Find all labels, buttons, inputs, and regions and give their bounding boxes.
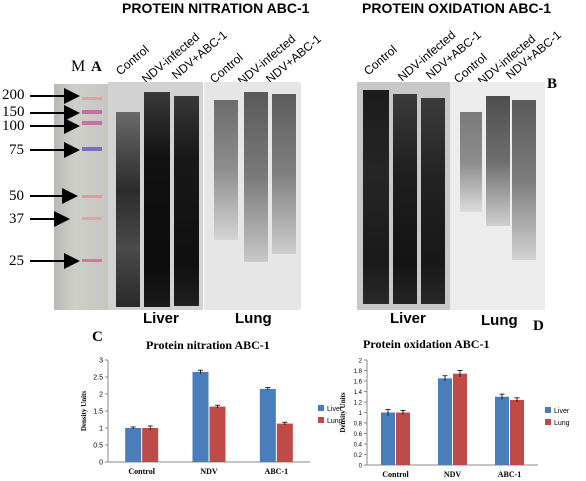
x-category-label: NDV xyxy=(200,467,218,476)
y-tick-label: 1 xyxy=(99,426,103,433)
mw-label-200: 200 xyxy=(2,87,25,103)
x-category-label: Control xyxy=(128,467,155,476)
mw-label-37: 37 xyxy=(9,211,24,227)
tissue-label-liver-b: Liver xyxy=(390,310,426,327)
lane-smear xyxy=(421,98,445,304)
lane-smear xyxy=(116,112,140,307)
blot-nitration-lung xyxy=(204,82,301,310)
lane-smear xyxy=(393,94,417,304)
bar-liver xyxy=(125,428,142,462)
bar-liver xyxy=(192,371,209,462)
bar-lung xyxy=(453,373,467,465)
chart-d-title: Protein oxidation ABC-1 xyxy=(363,337,490,351)
y-tick-label: 2 xyxy=(99,392,103,399)
y-tick-label: 0 xyxy=(359,464,363,470)
legend-label-lung: Lung xyxy=(327,418,343,425)
y-tick-label: 1 xyxy=(359,411,363,417)
chart-oxidation: 0 0.2 0.4 0.6 0.8 1 1.2 1.4 1.6 1.8 2 Density Units… xyxy=(339,359,570,480)
mw-label-100: 100 xyxy=(2,118,25,134)
y-tick-label: 2 xyxy=(359,359,363,365)
legend-label-liver: Liver xyxy=(327,406,343,413)
y-tick-label: 1.8 xyxy=(354,369,363,375)
x-category-label: Control xyxy=(382,470,409,479)
mw-arrows xyxy=(30,88,80,269)
mw-label-75: 75 xyxy=(9,142,24,158)
bar-liver xyxy=(495,396,509,465)
panel-letter-d: D xyxy=(533,318,544,334)
mw-label-150: 150 xyxy=(2,104,25,120)
chart-nitration: 0 0.5 1 1.5 2 2.5 3 Density Units Control NDV ABC-… xyxy=(80,358,343,477)
legend-swatch-lung xyxy=(318,417,324,423)
lane-smear xyxy=(363,90,389,304)
tissue-label-lung-a: Lung xyxy=(235,310,272,327)
mw-label-50: 50 xyxy=(9,188,24,204)
panel-a-title: PROTEIN NITRATION ABC-1 xyxy=(122,0,310,16)
marker-band xyxy=(82,147,102,151)
legend-label-lung: Lung xyxy=(554,420,570,427)
lane-smear xyxy=(486,96,510,226)
panel-b-title: PROTEIN OXIDATION ABC-1 xyxy=(362,0,552,16)
legend-swatch-liver xyxy=(545,407,551,413)
bar-lung xyxy=(142,428,159,462)
y-axis-label: Density Units xyxy=(80,391,88,432)
panel-letter-a: A xyxy=(91,59,102,75)
y-tick-label: 0.6 xyxy=(354,432,363,438)
bar-lung xyxy=(510,399,524,465)
x-category-label: NDV xyxy=(444,470,462,479)
tissue-label-lung-b: Lung xyxy=(481,312,518,329)
marker-band xyxy=(82,121,102,125)
y-tick-label: 0.8 xyxy=(354,422,363,428)
lane-smear xyxy=(244,92,268,262)
panel-letter-b: B xyxy=(547,76,558,92)
blot-oxidation-lung xyxy=(450,82,545,310)
y-tick-label: 1.4 xyxy=(354,390,363,396)
marker-band xyxy=(82,97,102,100)
marker-band xyxy=(82,195,102,198)
bar-liver xyxy=(438,378,452,465)
lane-smear xyxy=(460,112,482,212)
panel-letter-c: C xyxy=(92,329,103,345)
bar-liver xyxy=(381,412,395,465)
lane-smear xyxy=(214,100,238,240)
marker-label: M xyxy=(71,58,86,75)
x-category-label: ABC-1 xyxy=(498,470,522,479)
lane-smear xyxy=(174,96,199,306)
legend-label-liver: Liver xyxy=(554,408,570,415)
y-tick-label: 0.2 xyxy=(354,453,363,459)
y-tick-label: 1.6 xyxy=(354,380,363,386)
y-tick-label: 0.4 xyxy=(354,443,363,449)
marker-band xyxy=(82,110,102,114)
mw-label-25: 25 xyxy=(9,253,24,269)
y-tick-label: 3 xyxy=(99,358,103,365)
lane-smear xyxy=(144,92,170,307)
legend-swatch-lung xyxy=(545,419,551,425)
x-category-label: ABC-1 xyxy=(265,467,289,476)
y-tick-label: 1.5 xyxy=(93,409,103,416)
legend-swatch-liver xyxy=(318,405,324,411)
bar-lung xyxy=(396,412,410,465)
chart-c-title: Protein nitration ABC-1 xyxy=(146,338,270,352)
y-tick-label: 0 xyxy=(99,460,103,467)
lane-smear xyxy=(512,100,536,260)
y-tick-label: 1.2 xyxy=(354,401,363,407)
blot-nitration-liver xyxy=(108,82,203,310)
tissue-label-liver-a: Liver xyxy=(143,310,179,327)
blot-oxidation-liver xyxy=(357,82,450,310)
bar-liver xyxy=(259,388,276,462)
bar-lung xyxy=(209,406,226,462)
y-tick-label: 2.5 xyxy=(93,375,103,382)
y-tick-label: 0.5 xyxy=(93,443,103,450)
marker-band xyxy=(82,259,102,262)
lane-smear xyxy=(272,94,296,254)
marker-band xyxy=(82,217,102,220)
y-axis-label: Density Units xyxy=(339,392,347,433)
bar-lung xyxy=(276,423,293,462)
